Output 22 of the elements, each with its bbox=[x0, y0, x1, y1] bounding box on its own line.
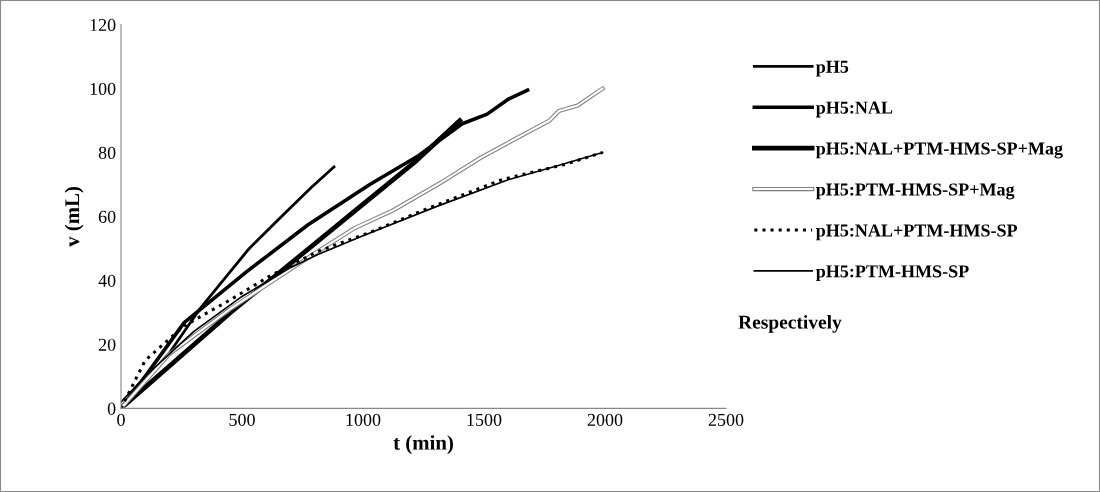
x-tick-label: 1500 bbox=[467, 413, 502, 426]
legend-label: pH5 bbox=[815, 60, 849, 77]
y-tick-label: 0 bbox=[107, 402, 116, 415]
x-tick-label: 1000 bbox=[346, 413, 381, 426]
y-tick-label: 20 bbox=[98, 338, 116, 351]
legend-label: pH5:NAL+PTM-HMS-SP bbox=[815, 224, 1018, 241]
y-tick-label: 40 bbox=[98, 274, 116, 287]
x-axis-title: t (min) bbox=[393, 435, 453, 455]
legend-label: pH5:PTM-HMS-SP+Mag bbox=[815, 183, 1015, 200]
y-tick-label: 80 bbox=[98, 146, 116, 159]
y-tick-label: 60 bbox=[98, 210, 116, 223]
text: Respectively bbox=[738, 315, 842, 333]
legend-label: pH5:NAL+PTM-HMS-SP+Mag bbox=[815, 142, 1063, 159]
y-tick-label: 120 bbox=[90, 18, 116, 32]
x-tick-label: 2000 bbox=[587, 413, 623, 426]
x-tick-label: 500 bbox=[229, 413, 255, 426]
legend-label: pH5:PTM-HMS-SP bbox=[815, 265, 969, 282]
x-tick-label: 0 bbox=[117, 413, 125, 426]
x-tick-label: 2500 bbox=[708, 413, 744, 426]
y-tick-label: 100 bbox=[90, 82, 116, 95]
legend-label: pH5:NAL bbox=[815, 101, 893, 118]
y-axis-title: v (mL) bbox=[64, 187, 84, 247]
